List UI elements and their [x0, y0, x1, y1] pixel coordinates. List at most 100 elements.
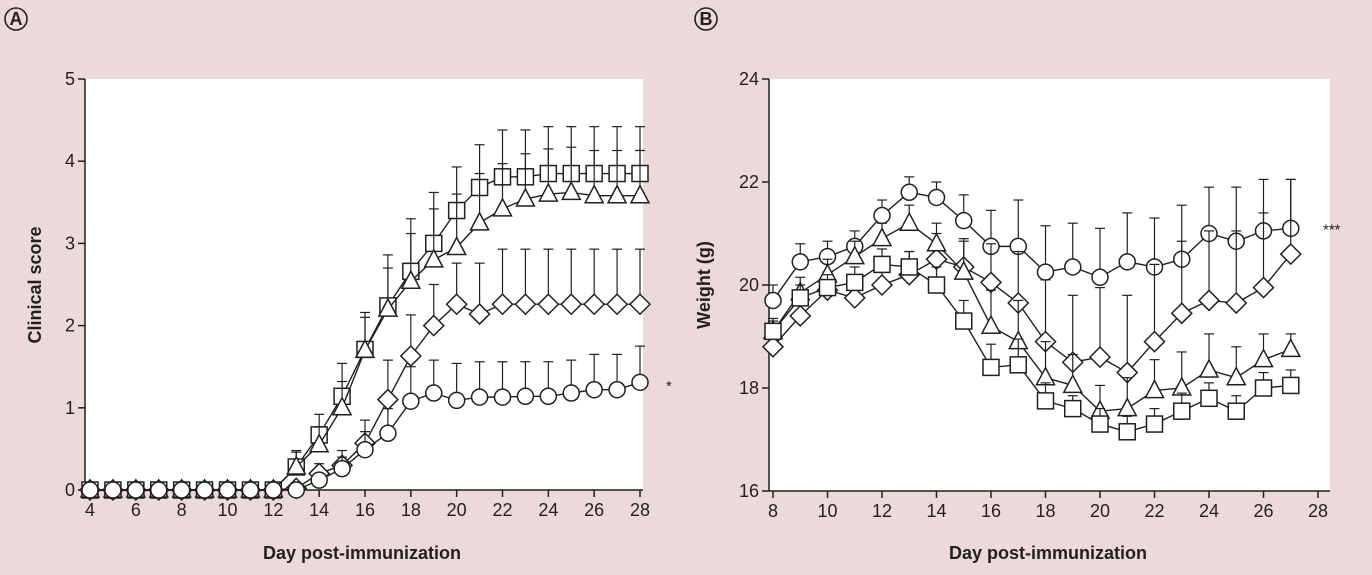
panel-b-circle-point [955, 211, 973, 230]
panel-b-x-tick-label: 8 [768, 501, 778, 521]
panel-a-x-tick-label: 4 [85, 500, 95, 520]
panel-a-triangle-point [331, 396, 353, 416]
panel-b-diamond-point [1088, 346, 1112, 369]
panel-a-y-tick-label: 1 [65, 398, 75, 418]
panel-b-square-point [818, 278, 837, 297]
panel-a-plot-area [85, 79, 643, 490]
panel-a-x-tick-label: 6 [131, 500, 141, 520]
panel-a-diamond-point [606, 293, 629, 316]
panel-b-square-point [1064, 399, 1082, 418]
panel-a-triangle-point [423, 248, 444, 268]
panel-a-triangle-point [629, 184, 651, 204]
panel-b-diamond-point [870, 273, 894, 297]
panel-a-triangle-point [606, 184, 628, 204]
panel-a-circle-point [127, 481, 145, 499]
panel-a-triangle-point [538, 182, 559, 202]
panel-a-circle-point [402, 392, 420, 410]
panel-a-y-tick-label: 4 [65, 151, 75, 171]
panel-b-triangle-point [899, 211, 920, 231]
panel-a-triangle-point [286, 455, 307, 475]
panel-b-square-point [1036, 392, 1055, 410]
panel-a-triangle-point [400, 269, 422, 289]
panel-b-square-point [982, 358, 1000, 377]
panel-a-triangle-point [469, 211, 490, 231]
panel-a-circle-point [516, 387, 535, 406]
panel-b-square-point [873, 255, 891, 274]
panel-b-square-point [900, 258, 918, 276]
panel-a-diamond-point [468, 303, 491, 326]
panel-a-x-tick-label: 8 [177, 500, 187, 520]
panel-b-diamond-point [1197, 289, 1221, 312]
panel-b-x-tick-label: 20 [1090, 501, 1110, 521]
panel-a-circle-point [264, 481, 283, 499]
panel-a-diamond-point [537, 293, 560, 316]
panel-a-circle-point [562, 384, 580, 402]
panel-a-diamond-point [445, 293, 468, 316]
panel-a-x-tick-label: 28 [630, 500, 650, 520]
panel-b-square-point [1009, 356, 1027, 374]
panel-a-circle-point [150, 481, 168, 499]
panel-b-diamond-point [1279, 243, 1302, 266]
panel-a-triangle-point [446, 235, 467, 256]
panel-a-x-tick-label: 16 [355, 500, 375, 520]
panel-b-triangle-point [844, 245, 865, 265]
panel-a-circle-point [195, 481, 214, 499]
panel-a-circle-point [172, 481, 191, 499]
panel-a-triangle-point [308, 433, 330, 453]
plot-b: 16 18 20 22 24 8 10 12 14 16 18 20 22 24 26 28 *** [739, 69, 1341, 521]
panel-b-triangle-point [1062, 373, 1083, 394]
panel-b-x-tick-label: 14 [926, 501, 946, 521]
panel-b-triangle-point [1144, 378, 1165, 399]
panel-a-circle-point [241, 481, 260, 499]
panel-a-significance-label: * [666, 378, 672, 395]
panel-b-triangle-point [1226, 366, 1247, 386]
panel-b-square-point [791, 289, 809, 307]
panel-b-square-point [1254, 379, 1273, 397]
panel-a-circle-point [493, 388, 512, 406]
panel-b-triangle-point [1280, 337, 1301, 358]
panel-b-y-tick-label: 20 [739, 275, 759, 295]
panel-b-circle-point [900, 183, 918, 202]
panel-b-x-tick-label: 16 [981, 501, 1001, 521]
panel-a-x-tick-label: 12 [263, 500, 283, 520]
panel-b-x-tick-label: 26 [1253, 501, 1273, 521]
panel-a-circle-point [333, 459, 351, 478]
panel-b-x-tick-label: 22 [1144, 501, 1164, 521]
panel-b-y-tick-label: 18 [739, 378, 759, 398]
panel-a-x-tick-label: 18 [401, 500, 421, 520]
panel-b-x-tick-label: 24 [1199, 501, 1219, 521]
panel-a-letter: A [10, 9, 23, 29]
panel-a-diamond-point [514, 293, 537, 316]
panel-b-triangle-point [980, 314, 1002, 334]
panel-b-square-point [764, 322, 782, 341]
panel-b-x-tick-label: 10 [817, 501, 837, 521]
panel-b-circle-point [1118, 253, 1136, 271]
panel-a-triangle-point [583, 184, 605, 204]
panel-b-triangle-point [926, 232, 947, 252]
panel-a-circle-point [356, 440, 374, 459]
panel-b-x-tick-label: 28 [1308, 501, 1328, 521]
panel-a-circle-point [447, 391, 466, 410]
panel-b-square-point [1200, 389, 1218, 408]
panel-b-circle-point [764, 291, 782, 310]
panel-b-letter-circle [694, 7, 718, 31]
panel-b-letter: B [700, 9, 713, 29]
panel-b-triangle-point [1253, 348, 1274, 368]
panel-b-circle-point [873, 206, 891, 225]
panel-a-y-tick-label: 5 [65, 69, 75, 89]
panel-b-square-point [1118, 423, 1136, 441]
panel-a-diamond-point [583, 293, 606, 316]
panel-a-circle-point [425, 384, 443, 402]
panel-a-x-tick-label: 10 [217, 500, 237, 520]
panel-b-square-point [1091, 415, 1109, 433]
panel-a-circle-point [81, 481, 99, 499]
panel-b-triangle-point [871, 227, 893, 247]
panel-a-y-tick-label: 0 [65, 480, 75, 500]
panel-b-triangle-point [1117, 396, 1138, 417]
panel-a-y-tick-label: 3 [65, 233, 75, 253]
panel-a-circle-point [608, 380, 626, 399]
panel-b-square-point [1227, 402, 1245, 420]
panel-b-square-point [927, 276, 946, 294]
